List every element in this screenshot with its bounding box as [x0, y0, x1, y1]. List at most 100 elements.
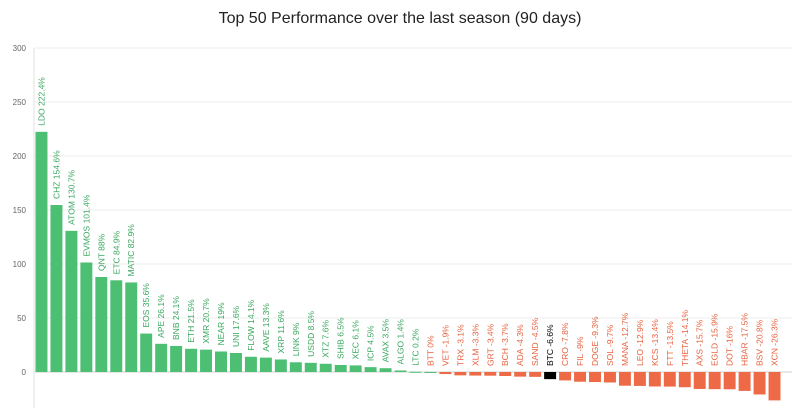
bar-label-bch: BCH -3.7%: [500, 323, 510, 366]
bar-vet: [439, 372, 452, 375]
bar-chz: [50, 205, 63, 372]
bar-dot: [723, 372, 736, 390]
bar-eth: [185, 348, 198, 372]
bar-label-mana: MANA -12.7%: [620, 312, 630, 366]
y-tick-label: 250: [13, 98, 27, 107]
bar-theta: [678, 372, 691, 388]
bar-label-egld: EGLD -15.9%: [710, 313, 720, 366]
data-labels: LDO 222.4% CHZ 154.6% ATOM 130.7% EVMOS 101…: [36, 77, 779, 366]
bar-cro: [559, 372, 572, 381]
bar-ldo: [35, 131, 48, 372]
bar-xrp: [274, 359, 287, 372]
bar-btc: [544, 372, 557, 380]
bar-label-xmr: XMR 20.7%: [201, 298, 211, 344]
bar-xlm: [469, 372, 482, 376]
bar-label-trx: TRX -3.1%: [455, 324, 465, 366]
bar-label-matic: MATIC 82.9%: [126, 224, 136, 277]
bar-label-shib: SHIB 6.5%: [336, 317, 346, 359]
bar-label-near: NEAR 19%: [216, 302, 226, 345]
bar-label-ldo: LDO 222.4%: [36, 77, 46, 126]
bar-doge: [589, 372, 601, 383]
bar-label-algo: ALGO 1.4%: [396, 319, 406, 365]
bar-uni: [229, 352, 242, 372]
bar-label-ltc: LTC 0.2%: [410, 328, 420, 366]
bar-leo: [633, 372, 646, 386]
bars: [35, 131, 781, 401]
bar-link: [289, 362, 302, 372]
bar-xmr: [200, 349, 213, 372]
bar-icp: [364, 367, 377, 372]
bar-label-btc: BTC -6.6%: [545, 324, 555, 366]
bar-near: [215, 351, 227, 372]
bar-bsv: [753, 372, 766, 395]
bar-label-aave: AAVE 13.3%: [261, 303, 271, 352]
bar-label-theta: THETA -14.1%: [680, 310, 690, 366]
bar-axs: [693, 372, 706, 389]
bar-label-kcs: KCS -13.4%: [650, 319, 660, 366]
bar-label-bnb: BNB 24.1%: [171, 296, 181, 340]
bar-hbar: [738, 372, 751, 391]
bar-label-sol: SOL -9.7%: [605, 324, 615, 366]
bar-label-hbar: HBAR -17.5%: [740, 313, 750, 366]
bar-avax: [379, 368, 392, 372]
bar-label-doge: DOGE -9.3%: [590, 316, 600, 366]
bar-label-etc: ETC 84.9%: [111, 230, 121, 274]
bar-label-flow: FLOW 14.1%: [246, 299, 256, 350]
bar-label-qnt: QNT 88%: [96, 233, 106, 271]
bar-label-cro: CRO -7.8%: [560, 322, 570, 366]
bar-label-grt: GRT -3.4%: [485, 323, 495, 366]
bar-eos: [140, 333, 153, 372]
bar-label-eos: EOS 35.6%: [141, 283, 151, 328]
bar-label-ftt: FTT -13.5%: [665, 321, 675, 366]
y-tick-label: 100: [13, 260, 27, 269]
bar-evmos: [80, 262, 93, 372]
bar-shib: [334, 364, 347, 372]
bar-atom: [65, 230, 78, 372]
bar-xtz: [319, 363, 332, 372]
bar-label-ada: ADA -4.3%: [515, 324, 525, 366]
bar-qnt: [95, 276, 108, 372]
y-axis: 0 50 100 150 200 250 300: [13, 44, 35, 408]
y-tick-label: 200: [13, 152, 27, 161]
bar-mana: [618, 372, 631, 386]
bar-label-ape: APE 26.1%: [156, 294, 166, 338]
bar-matic: [125, 282, 138, 372]
bar-label-bsv: BSV -20.8%: [755, 319, 765, 366]
bar-label-link: LINK 9%: [291, 322, 301, 356]
bar-flow: [244, 356, 257, 372]
bar-egld: [708, 372, 721, 390]
bar-label-axs: AXS -15.7%: [695, 319, 705, 366]
bar-label-btt: BTT 0%: [425, 335, 435, 366]
bar-xcn: [768, 372, 781, 401]
bar-ada: [514, 372, 527, 377]
bar-sol: [603, 372, 616, 383]
bar-label-uni: UNI 17.6%: [231, 305, 241, 347]
bar-label-xtz: XTZ 7.6%: [321, 320, 331, 358]
bar-aave: [259, 357, 272, 372]
bar-label-sand: SAND -4.5%: [530, 317, 540, 366]
bar-label-xlm: XLM -3.3%: [470, 324, 480, 366]
bar-label-leo: LEO -12.9%: [635, 319, 645, 366]
bar-label-chz: CHZ 154.6%: [51, 150, 61, 199]
bar-ape: [155, 343, 168, 372]
bar-label-atom: ATOM 130.7%: [66, 169, 76, 224]
bar-label-fil: FIL -9%: [575, 336, 585, 366]
bar-bnb: [170, 345, 183, 372]
y-tick-label: 50: [17, 314, 26, 323]
bar-grt: [484, 372, 497, 376]
bar-label-eth: ETH 21.5%: [186, 299, 196, 343]
bar-kcs: [648, 372, 661, 387]
bar-label-dot: DOT -16%: [725, 326, 735, 366]
bar-btt: [424, 372, 437, 373]
bar-ftt: [663, 372, 676, 387]
bar-algo: [394, 370, 407, 372]
bar-label-xrp: XRP 11.6%: [276, 310, 286, 354]
y-tick-label: 300: [13, 44, 27, 53]
y-tick-label: 0: [22, 368, 27, 377]
bar-label-xec: XEC 6.1%: [351, 320, 361, 360]
bar-bch: [499, 372, 512, 376]
bar-label-vet: VET -1.9%: [440, 325, 450, 366]
bar-label-avax: AVAX 3.5%: [381, 319, 391, 363]
